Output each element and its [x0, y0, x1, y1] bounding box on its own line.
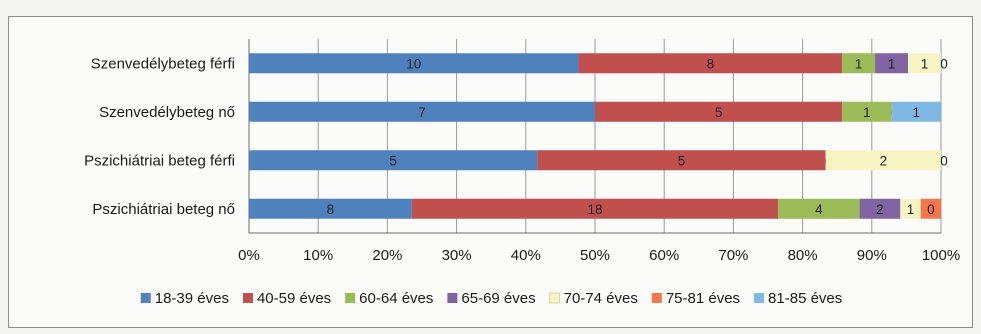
x-tick-label-3: 30% [442, 247, 472, 264]
data-label-0-4: 1 [921, 56, 929, 71]
bar-2-1 [537, 150, 826, 171]
legend-swatch-6 [754, 293, 765, 303]
legend-swatch-5 [651, 293, 662, 303]
bar-0-1 [578, 53, 843, 74]
data-label-0-1: 8 [707, 56, 715, 71]
legend-label-2: 60-64 éves [359, 290, 433, 307]
legend-label-0: 18-39 éves [155, 290, 229, 307]
bar-0-2 [842, 53, 876, 74]
x-tick-label-4: 40% [511, 247, 541, 264]
bar-2-0 [249, 150, 538, 171]
bar-1-2 [842, 101, 892, 122]
x-tick-label-9: 90% [857, 247, 887, 264]
x-tick-label-7: 70% [718, 247, 748, 264]
legend-swatch-0 [140, 293, 151, 303]
category-label-1: Szenvedélybeteg nő [99, 104, 235, 121]
x-tick-label-5: 50% [580, 247, 610, 264]
bar-1-0 [249, 101, 595, 122]
data-label-0-2: 1 [855, 56, 863, 71]
bar-3-4 [900, 198, 921, 219]
bar-0-3 [875, 53, 909, 74]
bar-0-4 [908, 53, 941, 74]
data-label-2-5: 0 [940, 153, 948, 168]
data-label-1-1: 5 [715, 105, 723, 120]
x-tick-label-8: 80% [788, 247, 818, 264]
bar-1-1 [595, 101, 843, 122]
legend-label-6: 81-85 éves [768, 290, 842, 307]
legend-swatch-4 [549, 292, 561, 304]
bar-2-4 [825, 150, 941, 171]
x-tick-label-10: 100% [922, 247, 960, 264]
legend-label-5: 75-81 éves [666, 290, 740, 307]
legend-label-1: 40-59 éves [257, 290, 331, 307]
data-label-3-3: 2 [876, 202, 884, 217]
data-label-3-2: 4 [815, 202, 823, 217]
x-tick-label-2: 20% [372, 247, 402, 264]
x-tick-label-6: 60% [649, 247, 679, 264]
bar-3-5 [920, 198, 941, 219]
data-label-2-4: 2 [880, 153, 888, 168]
legend-swatch-3 [447, 293, 458, 303]
data-label-0-0: 10 [406, 56, 421, 71]
data-label-2-0: 5 [389, 153, 397, 168]
data-label-3-4: 1 [907, 202, 915, 217]
legend-label-3: 65-69 éves [461, 290, 535, 307]
legend-label-4: 70-74 éves [564, 290, 638, 307]
legend-swatch-1 [242, 293, 253, 303]
data-label-1-2: 1 [863, 105, 871, 120]
data-label-1-6: 1 [913, 105, 921, 120]
bar-3-0 [249, 198, 412, 219]
data-label-0-3: 1 [888, 56, 896, 71]
bar-3-1 [411, 198, 779, 219]
stacked-bar-chart: 0% 10% 20% 30% 40% 50% 60% 70% 80% 90% 100% Szenved… [84, 39, 960, 307]
data-label-2-1: 5 [678, 153, 686, 168]
category-label-0: Szenvedélybeteg férfi [91, 55, 235, 72]
data-label-3-1: 18 [587, 202, 602, 217]
category-label-3: Pszichiátriai beteg nő [92, 201, 235, 218]
bar-3-3 [859, 198, 901, 219]
data-label-0-5: 0 [940, 56, 948, 71]
x-tick-label-1: 10% [303, 247, 333, 264]
legend-swatch-2 [345, 293, 356, 303]
chart-frame: 0% 10% 20% 30% 40% 50% 60% 70% 80% 90% 100% Szenved… [8, 16, 973, 328]
bar-1-6 [891, 101, 941, 122]
category-label-2: Pszichiátriai beteg férfi [84, 152, 235, 169]
x-tick-label-0: 0% [238, 247, 260, 264]
data-label-3-0: 8 [327, 202, 335, 217]
data-label-3-5: 0 [927, 202, 935, 217]
bar-3-2 [778, 198, 860, 219]
data-label-1-0: 7 [418, 105, 426, 120]
bar-0-0 [249, 53, 579, 74]
